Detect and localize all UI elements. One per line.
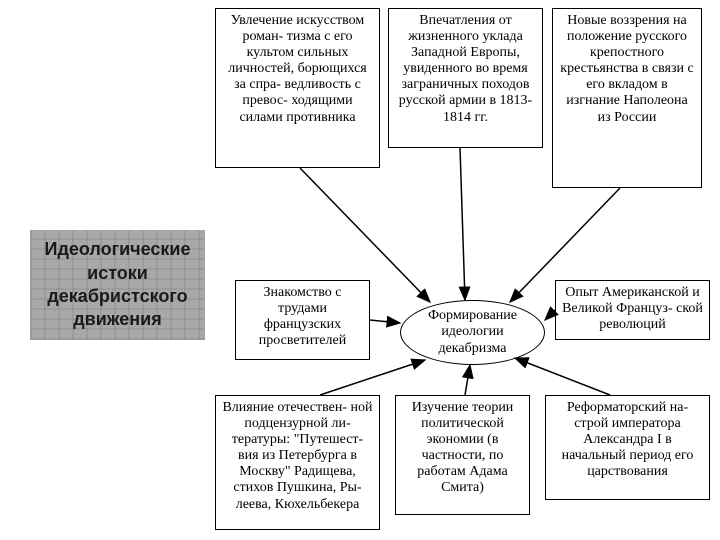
diagram-title: Идеологические истоки декабристского дви… (30, 230, 205, 340)
node-text: Изучение теории политической экономии (в… (412, 400, 514, 495)
arrow (515, 358, 610, 395)
arrow (370, 320, 400, 323)
center-node-text: Формирование идеологии декабризма (413, 308, 532, 356)
center-node: Формирование идеологии декабризма (400, 300, 545, 365)
node-westeurope: Впечатления от жизненного уклада Западно… (388, 8, 543, 148)
node-text: Знакомство с трудами французских просвет… (259, 285, 346, 348)
arrow (460, 148, 465, 300)
arrow (465, 365, 470, 395)
node-text: Реформаторский на- строй императора Алек… (562, 400, 694, 479)
diagram-title-text: Идеологические истоки декабристского дви… (38, 238, 197, 332)
node-literature: Влияние отечествен- ной подцензурной ли-… (215, 395, 380, 530)
node-text: Опыт Американской и Великой Француз- ско… (562, 285, 703, 332)
arrow (545, 310, 555, 320)
node-french: Знакомство с трудами французских просвет… (235, 280, 370, 360)
node-alexander: Реформаторский на- строй императора Алек… (545, 395, 710, 500)
node-economy: Изучение теории политической экономии (в… (395, 395, 530, 515)
node-romanticism: Увлечение искусством роман- тизма с его … (215, 8, 380, 168)
node-text: Впечатления от жизненного уклада Западно… (399, 13, 532, 125)
node-revolutions: Опыт Американской и Великой Француз- ско… (555, 280, 710, 340)
node-peasantry: Новые воззрения на положение русского кр… (552, 8, 702, 188)
node-text: Увлечение искусством роман- тизма с его … (228, 13, 367, 125)
node-text: Влияние отечествен- ной подцензурной ли-… (222, 400, 372, 512)
node-text: Новые воззрения на положение русского кр… (560, 13, 693, 125)
arrow (320, 360, 425, 395)
